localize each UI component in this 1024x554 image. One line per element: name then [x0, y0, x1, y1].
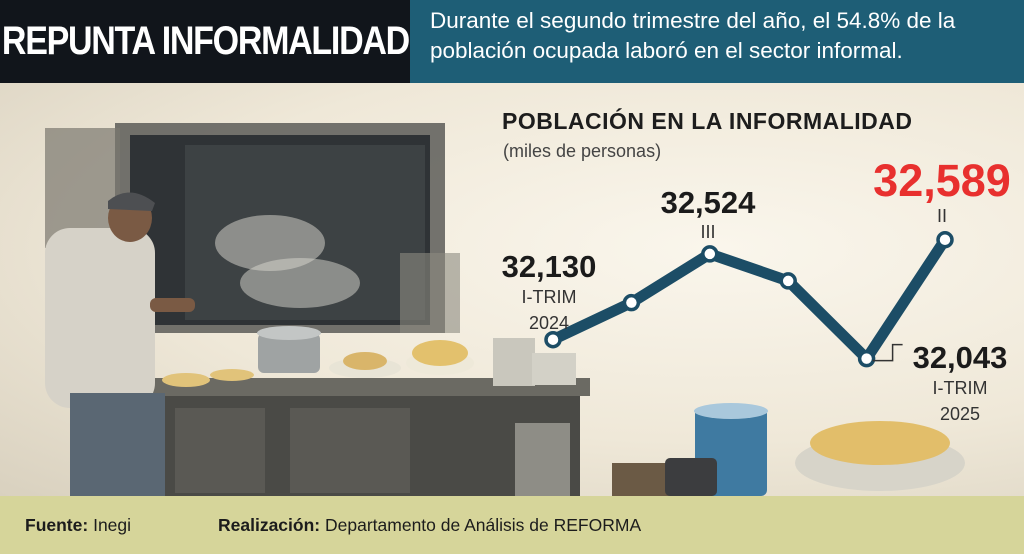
lead-block: Durante el segundo trimestre del año, el…: [410, 0, 1024, 83]
data-point-2: [701, 245, 719, 263]
period-label-2-0: III: [700, 222, 715, 242]
source-value: Inegi: [93, 514, 132, 535]
value-label-4: 32,043: [913, 340, 1008, 375]
credit-value: Departamento de Análisis de REFORMA: [325, 514, 642, 535]
data-point-3: [779, 272, 797, 290]
headline: REPUNTA INFORMALIDAD: [1, 19, 409, 63]
data-point-4: [857, 349, 876, 368]
period-label-0-0: I-TRIM: [522, 287, 577, 307]
chart-title: POBLACIÓN EN LA INFORMALIDAD: [502, 108, 913, 134]
header: REPUNTA INFORMALIDAD Durante el segundo …: [0, 0, 1024, 83]
period-label-4-1: 2025: [940, 404, 980, 424]
title-block: REPUNTA INFORMALIDAD: [0, 0, 410, 83]
credit-label: Realización:: [218, 514, 321, 535]
street-food-illustration: [45, 123, 965, 496]
series-line: [547, 234, 951, 365]
leader-line: [872, 343, 903, 362]
line-chart: 32,130 I-TRIM 2024 32,524 III 32,043 I-TRIM 202…: [502, 155, 1011, 424]
value-label-2: 32,524: [661, 185, 757, 220]
data-point-5: [936, 231, 954, 249]
illustration: [0, 83, 1024, 496]
data-point-0: [544, 330, 562, 349]
period-label-5-0: II: [937, 206, 947, 226]
source-label: Fuente:: [25, 514, 89, 535]
period-label-4-0: I-TRIM: [933, 378, 988, 398]
lead-text: Durante el segundo trimestre del año, el…: [430, 8, 956, 63]
data-point-1: [622, 293, 641, 312]
chart-subtitle: (miles de personas): [503, 141, 662, 161]
source-line: Fuente: Inegi: [25, 515, 131, 536]
value-label-5: 32,589: [873, 155, 1011, 206]
footer: Fuente: Inegi Realización: Departamento …: [0, 496, 1024, 554]
credit-line: Realización: Departamento de Análisis de…: [218, 515, 641, 536]
period-label-0-1: 2024: [529, 313, 569, 333]
value-label-0: 32,130: [502, 249, 597, 284]
